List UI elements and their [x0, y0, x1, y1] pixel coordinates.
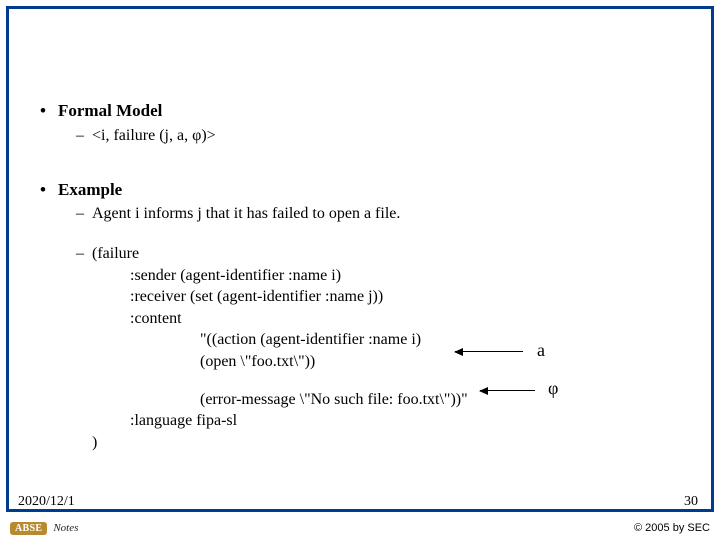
abse-badge: ABSE: [10, 522, 47, 535]
page-number: 30: [684, 494, 698, 510]
code-action: "((action (agent-identifier :name i): [40, 329, 680, 351]
example-desc: Agent i informs j that it has failed to …: [40, 203, 680, 225]
code-failure: (failure: [40, 243, 680, 265]
arrow-phi: [480, 390, 535, 391]
code-language: :language fipa-sl: [40, 410, 680, 432]
arrow-a: [455, 351, 523, 352]
code-content: :content: [40, 308, 680, 330]
footer-copyright: © 2005 by SEC: [634, 522, 710, 534]
formal-model-item: <i, failure (j, a, φ)>: [40, 125, 680, 147]
heading-example: Example: [40, 179, 680, 202]
abse-notes: Notes: [53, 522, 78, 534]
code-open: (open \"foo.txt\")): [40, 351, 680, 373]
annot-a: a: [537, 340, 545, 361]
footer-left: ABSE Notes: [10, 522, 78, 535]
footer-bar: ABSE Notes © 2005 by SEC: [0, 516, 720, 540]
date-label: 2020/12/1: [18, 494, 75, 510]
code-close: ): [40, 432, 680, 454]
code-error: (error-message \"No such file: foo.txt\"…: [40, 389, 680, 411]
code-receiver: :receiver (set (agent-identifier :name j…: [40, 286, 680, 308]
code-sender: :sender (agent-identifier :name i): [40, 265, 680, 287]
heading-formal-model: Formal Model: [40, 100, 680, 123]
slide-content: Formal Model <i, failure (j, a, φ)> Exam…: [40, 100, 680, 453]
annot-phi: φ: [548, 378, 558, 399]
